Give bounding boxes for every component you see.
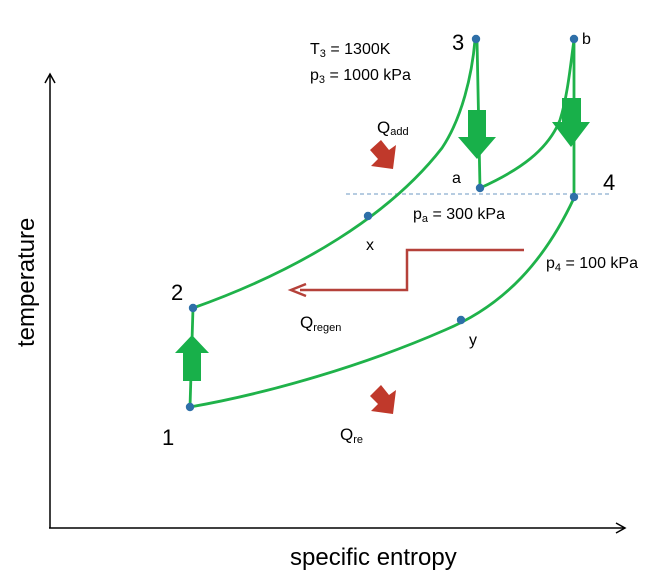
compression-arrow [175, 335, 209, 381]
label-q-add: Qadd [377, 118, 409, 138]
point-1 [185, 402, 195, 412]
point-4 [569, 192, 579, 202]
process-4-1 [188, 196, 576, 409]
label-state-a: a [452, 170, 461, 187]
regen-heat-arrow-head [287, 282, 307, 298]
process-a-b [478, 38, 576, 190]
y-axis-title: temperature [13, 218, 40, 347]
regen-heat-arrow [300, 248, 524, 292]
label-state-1: 1 [162, 425, 174, 450]
label-t3: T3 = 1300K [310, 41, 391, 60]
label-q-regen: Qregen [300, 313, 341, 334]
heat-add-arrow [370, 140, 396, 169]
point-3 [471, 34, 481, 44]
label-pa: pa = 300 kPa [413, 206, 505, 225]
point-2 [188, 303, 198, 313]
label-state-3: 3 [452, 30, 464, 55]
label-state-b: b [582, 31, 591, 48]
point-x [363, 211, 373, 221]
label-q-re: Qre [340, 425, 363, 446]
point-y [456, 315, 466, 325]
label-state-y: y [469, 332, 477, 349]
label-state-x: x [366, 237, 374, 254]
process-2-3 [191, 38, 477, 310]
label-p4: p4 = 100 kPa [546, 255, 638, 274]
label-state-4: 4 [603, 170, 615, 195]
expansion-arrow-b4 [552, 98, 590, 147]
expansion-arrow-3a [458, 110, 496, 159]
label-state-2: 2 [171, 280, 183, 305]
x-axis-title: specific entropy [290, 544, 457, 571]
point-b [569, 34, 579, 44]
label-p3: p3 = 1000 kPa [310, 67, 411, 86]
heat-reject-arrow [370, 385, 396, 414]
point-a [475, 183, 485, 193]
